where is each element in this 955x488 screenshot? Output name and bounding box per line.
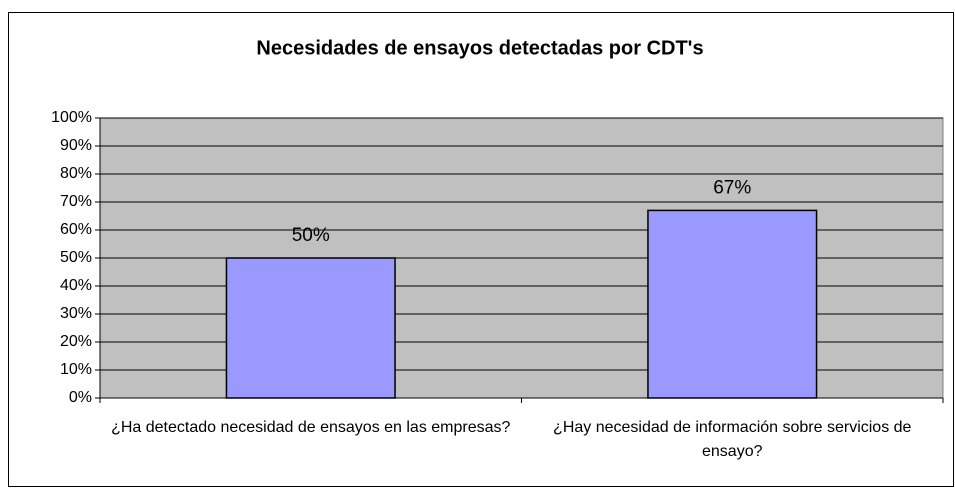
bar [647,209,818,399]
y-tick-label: 70% [60,193,92,210]
data-label: 50% [292,225,330,246]
y-tick-label: 90% [60,137,92,154]
chart-title: Necesidades de ensayos detectadas por CD… [256,37,703,59]
y-tick-label: 60% [60,221,92,238]
y-tick-label: 10% [60,361,92,378]
y-tick-label: 40% [60,277,92,294]
bar [225,257,396,399]
data-label: 67% [713,177,751,198]
y-tick-label: 80% [60,165,92,182]
y-tick-label: 30% [60,305,92,322]
y-tick-label: 50% [60,249,92,266]
y-tick-label: 20% [60,333,92,350]
y-tick-label: 100% [51,109,92,126]
y-tick-label: 0% [69,389,92,406]
x-tick-label: ¿Hay necesidad de información sobre serv… [553,419,912,460]
x-tick-label: ¿Ha detectado necesidad de ensayos en la… [111,419,511,436]
